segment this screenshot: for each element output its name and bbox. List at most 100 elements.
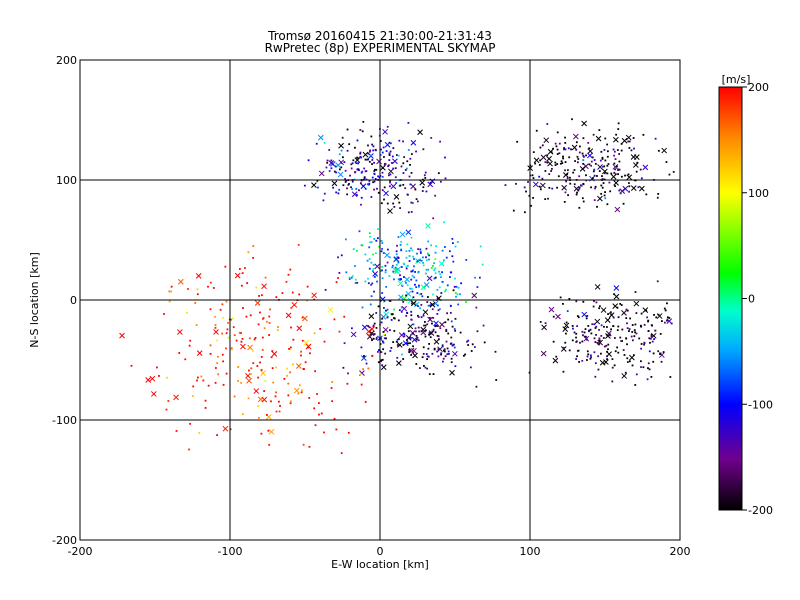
scatter-point [415,338,418,341]
scatter-point [300,389,303,392]
scatter-point [623,354,626,356]
scatter-point [386,308,389,311]
scatter-point [340,166,343,169]
scatter-point [433,262,435,265]
scatter-point [571,325,574,327]
scatter-point [401,305,408,312]
scatter-point [582,162,585,165]
scatter-point [593,323,596,326]
scatter-point [547,197,549,200]
scatter-point [395,360,402,366]
scatter-point [252,362,255,365]
scatter-point [603,172,606,175]
scatter-point [241,337,244,340]
scatter-point [173,394,179,401]
scatter-point [317,134,324,141]
scatter-point [573,133,579,140]
scatter-point [439,273,442,275]
scatter-point [626,322,628,325]
scatter-point [430,137,433,139]
scatter-point [222,425,229,432]
scatter-point [360,179,363,182]
scatter-point [405,335,412,341]
scatter-point [372,270,374,272]
scatter-point [367,282,370,285]
scatter-point [582,300,585,303]
scatter-point [271,350,274,352]
scatter-point [410,302,413,305]
scatter-point [474,276,476,279]
scatter-point [575,193,578,196]
scatter-point [384,269,387,272]
scatter-point [452,242,454,245]
scatter-point [370,295,373,298]
scatter-point [402,358,405,360]
scatter-point [589,354,592,357]
scatter-point [560,346,567,352]
scatter-point [384,352,387,355]
scatter-point [638,185,645,192]
scatter-point [347,372,349,375]
scatter-point [390,183,397,190]
scatter-point [611,366,614,369]
scatter-point [368,182,371,185]
scatter-point [316,179,319,182]
scatter-point [640,347,643,350]
scatter-point [544,170,547,172]
scatter-point [397,338,400,340]
scatter-point [538,185,541,188]
scatter-point [338,272,341,274]
scatter-point [478,276,481,279]
scatter-point [439,180,442,183]
scatter-point [564,191,567,194]
scatter-point [652,360,655,363]
scatter-point [421,295,424,298]
scatter-point [459,293,461,296]
scatter-point [415,363,418,365]
scatter-point [419,179,426,186]
scatter-point [628,360,631,363]
scatter-point [562,370,565,373]
scatter-point [599,159,602,162]
scatter-point [432,265,434,267]
scatter-point [194,302,197,304]
scatter-point [594,284,601,290]
scatter-point [380,359,383,362]
scatter-point [577,316,580,319]
scatter-point [571,118,573,121]
scatter-point [434,194,437,197]
scatter-point [417,316,420,318]
scatter-point [512,209,515,212]
scatter-point [227,336,230,339]
scatter-point [600,324,603,327]
scatter-point [631,339,634,342]
scatter-point [638,337,641,340]
scatter-point [405,250,408,252]
scatter-point [538,175,541,178]
scatter-point [582,154,585,157]
scatter-point [426,259,428,262]
scatter-point [440,292,443,294]
scatter-point [346,382,349,385]
scatter-point [350,163,353,166]
scatter-point [656,196,659,199]
scatter-point [407,342,410,345]
scatter-point [189,422,192,425]
scatter-point [368,258,371,260]
scatter-point [547,160,553,167]
scatter-point [296,325,303,332]
scatter-point [430,303,433,306]
scatter-point [355,249,358,252]
scatter-point [344,178,346,180]
scatter-point [429,304,432,307]
scatter-point [244,267,246,269]
scatter-point [345,271,348,274]
scatter-point [687,341,689,343]
scatter-point [588,147,591,150]
scatter-point [256,365,259,367]
scatter-point [420,329,427,336]
scatter-point [409,287,412,290]
scatter-point [639,324,642,327]
scatter-point [381,175,384,178]
scatter-point [405,294,408,297]
